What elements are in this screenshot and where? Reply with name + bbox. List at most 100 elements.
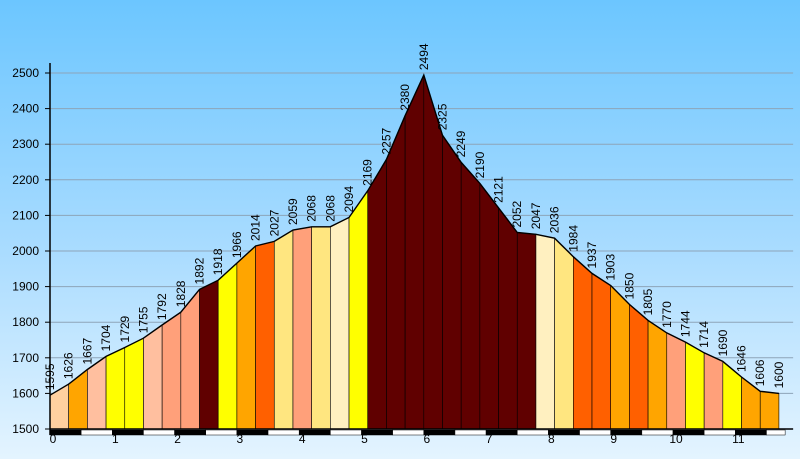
profile-segment <box>105 347 126 430</box>
elevation-value-label: 1966 <box>230 231 244 258</box>
elevation-value-label: 2014 <box>249 214 263 241</box>
profile-segment <box>292 226 312 430</box>
elevation-profile-line <box>49 73 779 396</box>
elevation-value-label: 2094 <box>342 186 356 213</box>
profile-segment <box>647 319 668 430</box>
profile-segment <box>442 134 462 430</box>
profile-segment <box>180 288 200 430</box>
x-tick-label: 5 <box>361 432 368 446</box>
y-tick-label: 1900 <box>12 280 39 294</box>
distance-scale-bar <box>392 429 425 436</box>
y-tick-label: 2100 <box>12 208 39 222</box>
y-tick-label: 1500 <box>12 422 39 436</box>
x-tick-label: 7 <box>486 432 493 446</box>
elevation-value-label: 1828 <box>174 280 188 307</box>
x-tick-label: 11 <box>732 432 745 446</box>
profile-segment <box>629 303 649 430</box>
distance-scale-bar <box>766 429 786 436</box>
elevation-value-label: 1770 <box>660 301 674 328</box>
profile-segment <box>386 115 406 430</box>
profile-segment <box>610 284 630 430</box>
elevation-value-label: 1606 <box>753 359 767 386</box>
x-tick-label: 9 <box>610 432 617 446</box>
distance-scale-bar <box>454 429 487 436</box>
elevation-value-label: 1714 <box>697 321 711 348</box>
profile-segment <box>161 311 182 430</box>
profile-segment <box>535 233 555 430</box>
x-tick-label: 10 <box>669 432 683 446</box>
elevation-value-label: 2068 <box>323 195 337 222</box>
profile-segment <box>404 75 425 430</box>
y-tick-label: 1600 <box>12 386 39 400</box>
x-tick-label: 2 <box>174 432 181 446</box>
elevation-value-label: 2257 <box>379 127 393 154</box>
x-tick-label: 4 <box>299 432 306 446</box>
profile-segment <box>143 324 163 430</box>
elevation-value-label: 1755 <box>136 306 150 333</box>
distance-scale-bar <box>641 429 674 436</box>
distance-scale-bar <box>205 429 238 436</box>
elevation-value-label: 1744 <box>678 310 692 337</box>
profile-segment <box>236 245 256 430</box>
elevation-value-label: 2325 <box>435 103 449 130</box>
elevation-value-label: 2190 <box>473 151 487 178</box>
y-tick-label: 2200 <box>12 173 39 187</box>
profile-segment <box>124 337 144 430</box>
distance-scale-bar <box>703 429 736 436</box>
y-tick-label: 2300 <box>12 137 39 151</box>
profile-segment <box>311 226 331 430</box>
profile-segment <box>367 158 387 430</box>
elevation-value-label: 1892 <box>193 257 207 284</box>
elevation-value-label: 2249 <box>454 130 468 157</box>
y-tick-label: 2000 <box>12 244 39 258</box>
profile-segment <box>330 217 350 430</box>
distance-scale-bar <box>330 429 362 436</box>
profile-segment <box>479 182 499 430</box>
profile-segment <box>554 237 574 430</box>
profile-segment <box>348 189 369 430</box>
elevation-value-label: 1937 <box>585 241 599 268</box>
profile-segment <box>759 390 780 430</box>
elevation-value-label: 1667 <box>80 338 94 365</box>
elevation-value-label: 2380 <box>398 84 412 111</box>
elevation-value-label: 1704 <box>99 324 113 351</box>
y-tick-label: 1800 <box>12 315 39 329</box>
elevation-value-label: 2068 <box>305 195 319 222</box>
elevation-value-label: 1903 <box>604 254 618 281</box>
elevation-value-label: 2121 <box>492 176 506 203</box>
elevation-value-label: 2036 <box>548 206 562 233</box>
profile-segment <box>591 272 612 430</box>
elevation-value-label: 2027 <box>267 209 281 236</box>
distance-scale-bar <box>80 429 113 436</box>
elevation-value-label: 2052 <box>510 200 524 227</box>
profile-segment <box>217 262 238 430</box>
elevation-value-label: 1595 <box>43 363 57 390</box>
elevation-value-label: 2047 <box>529 202 543 229</box>
elevation-value-label: 1600 <box>772 361 786 388</box>
distance-scale-bar <box>267 429 300 436</box>
elevation-value-label: 1850 <box>622 272 636 299</box>
y-tick-label: 2500 <box>12 66 39 80</box>
elevation-value-label: 1792 <box>155 293 169 320</box>
elevation-value-label: 1805 <box>641 288 655 315</box>
distance-scale-bar <box>143 429 175 436</box>
elevation-value-label: 1690 <box>716 329 730 356</box>
profile-segment <box>666 332 686 430</box>
profile-segment <box>460 161 481 430</box>
y-tick-label: 1700 <box>12 351 39 365</box>
x-tick-label: 3 <box>237 432 244 446</box>
x-tick-label: 6 <box>423 432 430 446</box>
profile-segment <box>273 229 294 430</box>
distance-scale-bar <box>579 429 611 436</box>
elevation-value-label: 2494 <box>417 43 431 70</box>
profile-segment <box>255 241 275 430</box>
elevation-value-label: 2059 <box>286 198 300 225</box>
profile-segment <box>199 279 219 430</box>
elevation-value-label: 1626 <box>62 352 76 379</box>
elevation-value-label: 2169 <box>361 159 375 186</box>
profile-segment <box>498 207 518 430</box>
profile-segment <box>703 352 724 430</box>
profile-segment <box>685 341 705 430</box>
distance-scale-bar <box>517 429 549 436</box>
